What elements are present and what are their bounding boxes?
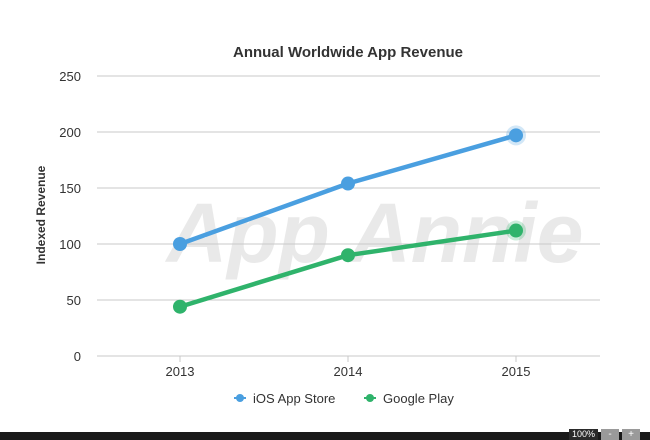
x-axis: 2013 2014 2015 xyxy=(166,356,531,379)
zoom-level: 100% xyxy=(568,429,598,440)
data-point xyxy=(341,248,355,263)
x-tick-label: 2014 xyxy=(334,364,363,379)
zoom-out-button[interactable]: - xyxy=(601,429,619,440)
legend-marker xyxy=(366,394,374,402)
zoom-in-button[interactable]: + xyxy=(622,429,640,440)
x-tick-label: 2013 xyxy=(166,364,195,379)
legend-marker xyxy=(236,394,244,402)
series-layer xyxy=(173,125,526,314)
legend-label: Google Play xyxy=(383,391,454,406)
x-tick-label: 2015 xyxy=(502,364,531,379)
y-axis: 0 50 100 150 200 250 xyxy=(59,69,81,364)
y-tick-label: 150 xyxy=(59,181,81,196)
data-point xyxy=(173,237,187,251)
data-point xyxy=(509,128,523,143)
chart-title: Annual Worldwide App Revenue xyxy=(233,44,463,61)
viewer-bottom-bar xyxy=(0,432,650,440)
y-tick-label: 50 xyxy=(67,293,81,308)
y-tick-label: 0 xyxy=(74,349,81,364)
legend-label: iOS App Store xyxy=(253,391,335,406)
data-point xyxy=(509,223,523,238)
data-point xyxy=(173,299,187,314)
data-point xyxy=(341,176,355,191)
y-tick-label: 250 xyxy=(59,69,81,84)
y-tick-label: 100 xyxy=(59,237,81,252)
zoom-controls: 100% - + xyxy=(568,429,640,440)
y-axis-title: Indexed Revenue xyxy=(34,165,48,264)
y-tick-label: 200 xyxy=(59,125,81,140)
legend: iOS App Store Google Play xyxy=(234,391,454,406)
